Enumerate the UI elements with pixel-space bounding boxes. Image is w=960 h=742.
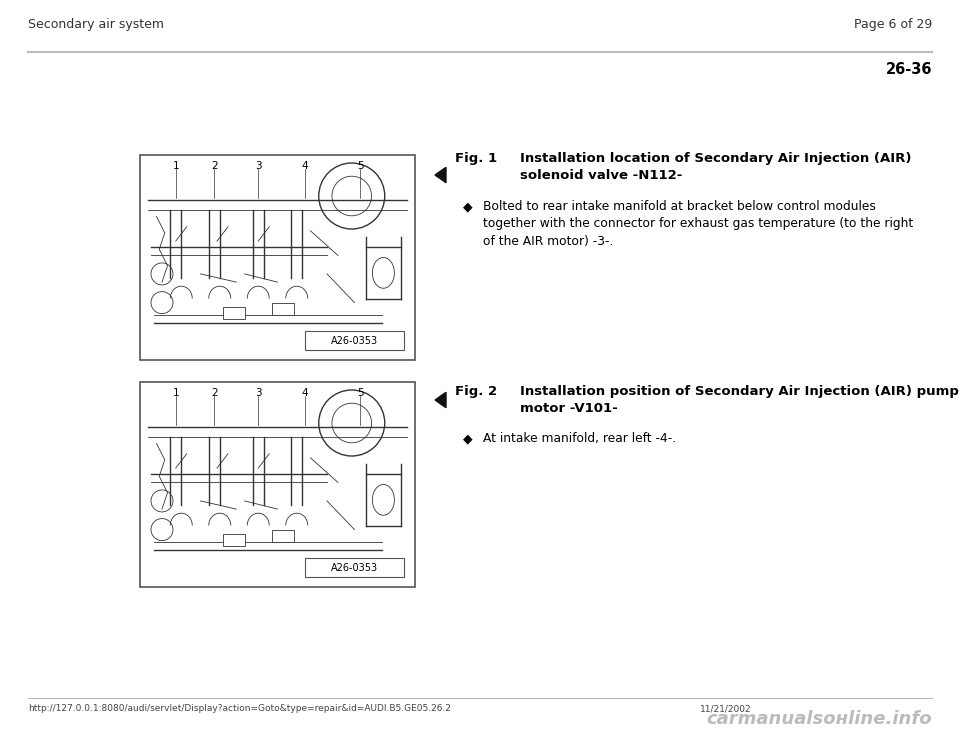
Text: 5: 5	[357, 388, 363, 398]
Text: A26-0353: A26-0353	[331, 335, 378, 346]
Text: A26-0353: A26-0353	[331, 562, 378, 573]
Bar	[272, 530, 294, 542]
Text: Secondary air system: Secondary air system	[28, 18, 164, 31]
Text: Bolted to rear intake manifold at bracket below control modules
together with th: Bolted to rear intake manifold at bracke…	[483, 200, 913, 248]
Text: 3: 3	[255, 388, 261, 398]
Text: At intake manifold, rear left -4-.: At intake manifold, rear left -4-.	[483, 432, 676, 445]
Text: 3: 3	[255, 161, 261, 171]
Text: 11/21/2002: 11/21/2002	[700, 704, 752, 713]
Bar	[140, 155, 415, 360]
Bar	[305, 331, 404, 349]
Text: 2: 2	[211, 388, 218, 398]
Text: 5: 5	[357, 161, 363, 171]
Text: 4: 4	[301, 161, 308, 171]
Bar	[305, 558, 404, 577]
Text: carmanualsонline.info: carmanualsонline.info	[707, 710, 932, 728]
Text: Fig. 1: Fig. 1	[455, 152, 497, 165]
Polygon shape	[435, 167, 446, 183]
Text: 2: 2	[211, 161, 218, 171]
Bar	[140, 382, 415, 587]
Text: 26-36: 26-36	[885, 62, 932, 77]
Text: http://127.0.0.1:8080/audi/servlet/Display?action=Goto&type=repair&id=AUDI.B5.GE: http://127.0.0.1:8080/audi/servlet/Displ…	[28, 704, 451, 713]
Text: 4: 4	[301, 388, 308, 398]
Text: Installation location of Secondary Air Injection (AIR)
solenoid valve -N112-: Installation location of Secondary Air I…	[520, 152, 911, 182]
Bar	[272, 303, 294, 315]
Text: Fig. 2: Fig. 2	[455, 385, 497, 398]
Text: 1: 1	[173, 388, 180, 398]
Text: ◆: ◆	[463, 432, 472, 445]
Text: Installation position of Secondary Air Injection (AIR) pump
motor -V101-: Installation position of Secondary Air I…	[520, 385, 959, 415]
Bar	[223, 306, 245, 319]
Text: Page 6 of 29: Page 6 of 29	[853, 18, 932, 31]
Bar	[223, 533, 245, 546]
Text: ◆: ◆	[463, 200, 472, 213]
Text: 1: 1	[173, 161, 180, 171]
Polygon shape	[435, 393, 446, 407]
